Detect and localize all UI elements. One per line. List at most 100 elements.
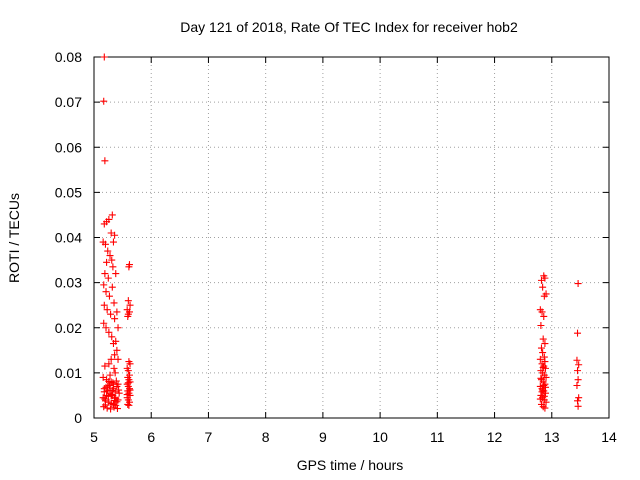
data-point	[575, 361, 583, 369]
x-axis-label: GPS time / hours	[297, 457, 404, 473]
data-point	[573, 356, 581, 364]
y-tick-label: 0.05	[55, 184, 82, 200]
data-point	[107, 392, 115, 400]
data-point	[540, 292, 548, 300]
x-tick-label: 14	[601, 429, 617, 445]
y-tick-label: 0.08	[55, 49, 82, 65]
data-point	[100, 403, 108, 411]
data-point	[101, 270, 109, 278]
data-point	[574, 367, 582, 375]
data-point	[108, 283, 116, 291]
y-tick-label: 0.07	[55, 94, 82, 110]
data-point	[541, 274, 549, 282]
x-tick-label: 9	[319, 429, 327, 445]
data-point	[540, 312, 548, 320]
x-tick-label: 13	[544, 429, 560, 445]
data-point	[115, 386, 123, 394]
data-point	[108, 386, 116, 394]
data-point	[113, 346, 121, 354]
data-point	[573, 382, 581, 390]
data-point	[536, 355, 544, 363]
data-point	[575, 394, 583, 402]
data-point	[539, 283, 547, 291]
data-point	[574, 402, 582, 410]
data-point	[125, 263, 133, 271]
data-point	[101, 362, 109, 370]
x-tick-label: 10	[372, 429, 388, 445]
data-point	[114, 380, 122, 388]
data-point	[105, 215, 113, 223]
data-point	[107, 355, 115, 363]
data-point	[539, 349, 547, 357]
data-point	[100, 97, 108, 105]
data-point	[125, 401, 133, 409]
data-point	[112, 270, 120, 278]
data-point	[574, 397, 582, 405]
data-point	[113, 308, 121, 316]
data-point	[109, 340, 117, 348]
data-point	[541, 358, 549, 366]
data-point	[110, 299, 118, 307]
data-point	[106, 252, 114, 260]
data-point	[542, 398, 550, 406]
grid	[94, 57, 609, 418]
data-point	[104, 274, 112, 282]
data-point	[537, 344, 545, 352]
data-point	[539, 335, 547, 343]
x-tick-label: 5	[90, 429, 98, 445]
data-point	[574, 329, 582, 337]
data-point	[111, 351, 119, 359]
data-point	[104, 247, 112, 255]
data-point	[111, 315, 119, 323]
data-point	[100, 388, 108, 396]
data-point	[124, 297, 132, 305]
data-point	[536, 395, 544, 403]
data-point	[111, 369, 119, 377]
x-tick-label: 6	[147, 429, 155, 445]
data-point	[111, 231, 119, 239]
data-point	[542, 373, 550, 381]
data-point	[124, 379, 132, 387]
data-point	[112, 377, 120, 385]
data-point	[126, 301, 134, 309]
data-point	[107, 310, 115, 318]
data-point	[108, 211, 116, 219]
data-point	[100, 281, 108, 289]
x-axis: 5 6 7 8 9 10 11 12 13 14	[90, 57, 617, 445]
data-point	[105, 377, 113, 385]
data-point	[103, 404, 111, 412]
data-point	[108, 333, 116, 341]
data-point	[540, 353, 548, 361]
data-point	[112, 394, 120, 402]
data-point	[108, 256, 116, 264]
data-point	[115, 389, 123, 397]
data-point	[105, 360, 113, 368]
data-point	[539, 403, 547, 411]
data-point	[110, 364, 118, 372]
data-point	[106, 371, 114, 379]
data-point	[100, 319, 108, 327]
data-point	[574, 376, 582, 384]
y-tick-label: 0.06	[55, 139, 82, 155]
y-tick-label: 0.04	[55, 230, 82, 246]
data-point	[126, 386, 134, 394]
data-point	[124, 312, 132, 320]
data-point	[110, 403, 118, 411]
y-tick-label: 0	[74, 410, 82, 426]
data-point	[114, 324, 122, 332]
x-tick-label: 8	[262, 429, 270, 445]
data-point	[103, 306, 111, 314]
data-point	[104, 382, 112, 390]
data-point	[101, 157, 109, 165]
data-point	[539, 363, 547, 371]
data-point	[105, 328, 113, 336]
data-point	[538, 308, 546, 316]
data-point	[574, 280, 582, 288]
plot-frame	[93, 56, 610, 419]
data-point	[101, 401, 109, 409]
data-point	[540, 392, 548, 400]
x-tick-label: 7	[205, 429, 213, 445]
data-point	[103, 258, 111, 266]
data-point	[541, 340, 549, 348]
